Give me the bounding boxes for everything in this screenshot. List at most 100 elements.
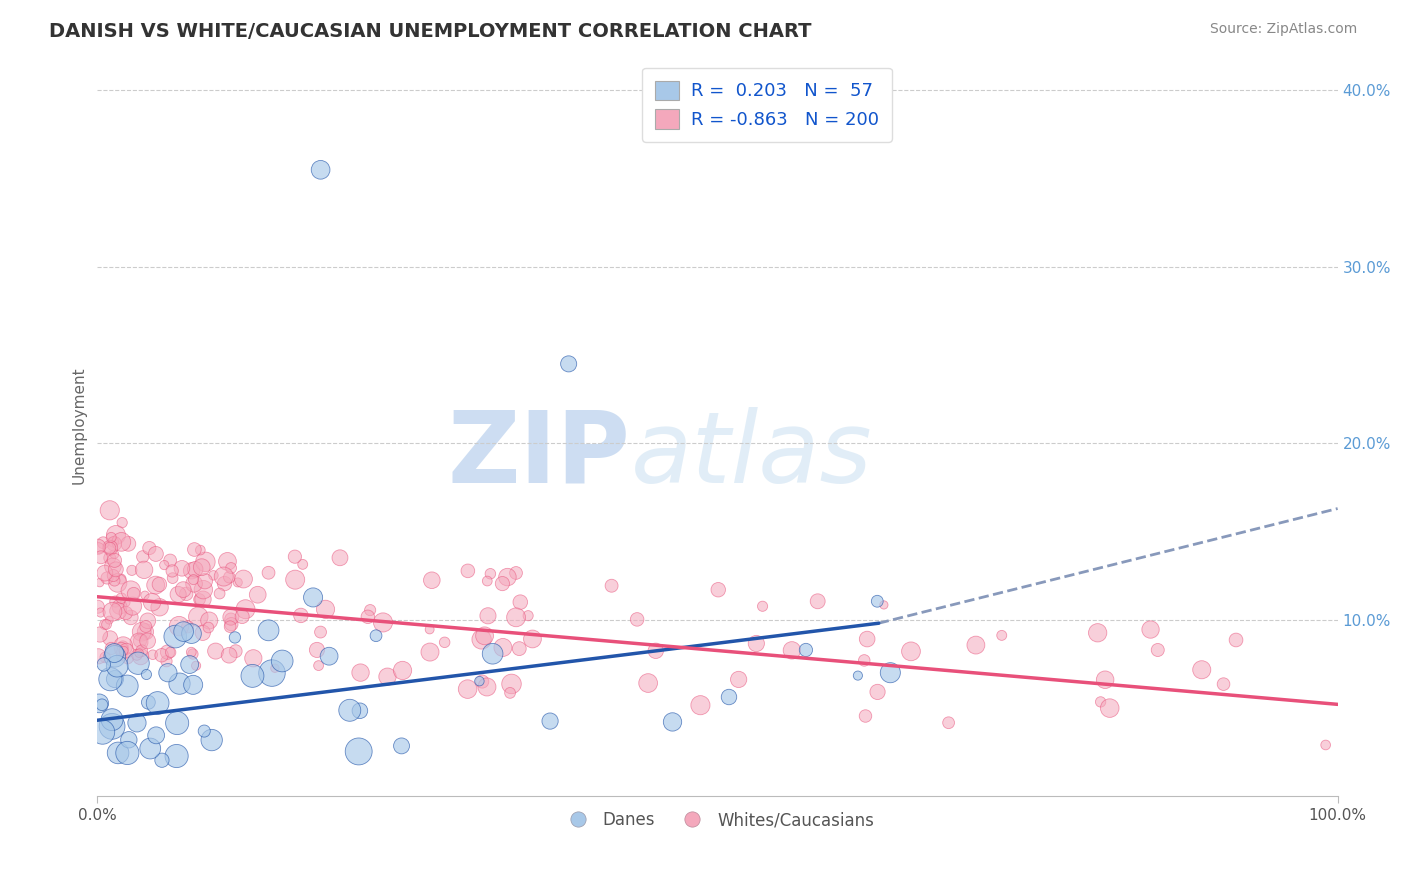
Point (201, 733, 224, 747)
Point (136, 614, 159, 628)
Point (153, 558, 176, 572)
Point (156, 665, 179, 680)
Point (107, 746, 129, 760)
Point (103, 535, 125, 549)
Point (727, 673, 749, 687)
Point (188, 543, 211, 558)
Point (717, 690, 740, 704)
Point (101, 719, 124, 733)
Point (98, 631, 121, 645)
Point (120, 610, 142, 624)
Point (125, 715, 148, 730)
Point (391, 664, 413, 678)
Point (103, 568, 125, 582)
Point (101, 559, 124, 574)
Point (159, 645, 181, 659)
Point (479, 566, 502, 581)
Point (121, 599, 143, 614)
Point (689, 698, 711, 713)
Point (112, 644, 135, 658)
Point (128, 635, 150, 649)
Point (197, 621, 219, 635)
Point (371, 615, 394, 630)
Point (879, 665, 901, 680)
Point (94, 566, 117, 580)
Point (807, 594, 830, 608)
Point (419, 645, 441, 659)
Point (138, 541, 160, 555)
Point (339, 703, 361, 717)
Point (183, 577, 205, 591)
Point (180, 564, 202, 578)
Legend: Danes, Whites/Caucasians: Danes, Whites/Caucasians (554, 805, 880, 836)
Point (492, 640, 515, 655)
Point (271, 654, 294, 668)
Point (107, 604, 129, 618)
Point (167, 619, 190, 633)
Point (508, 641, 530, 656)
Point (98, 541, 121, 555)
Point (134, 624, 156, 639)
Point (132, 549, 155, 564)
Point (873, 598, 896, 612)
Point (212, 569, 235, 583)
Point (364, 629, 387, 643)
Point (284, 549, 307, 564)
Point (103, 553, 125, 567)
Point (110, 534, 132, 549)
Point (846, 668, 869, 682)
Point (101, 713, 124, 727)
Point (377, 670, 399, 684)
Point (481, 647, 503, 661)
Point (183, 542, 205, 557)
Point (1315, 738, 1337, 752)
Point (104, 528, 127, 542)
Point (745, 636, 768, 650)
Point (139, 741, 162, 756)
Point (117, 746, 139, 760)
Point (226, 575, 249, 590)
Point (491, 576, 513, 591)
Point (219, 610, 242, 624)
Point (120, 583, 142, 598)
Point (87, 599, 110, 614)
Point (172, 582, 194, 597)
Point (496, 570, 519, 584)
Point (501, 677, 523, 691)
Point (167, 587, 190, 601)
Point (349, 665, 371, 680)
Point (224, 631, 246, 645)
Point (117, 651, 139, 665)
Point (419, 623, 441, 637)
Point (1139, 623, 1161, 637)
Point (103, 574, 125, 588)
Point (141, 595, 163, 609)
Point (391, 739, 413, 753)
Text: atlas: atlas (631, 407, 872, 504)
Point (110, 572, 132, 586)
Point (110, 648, 132, 663)
Point (96, 617, 118, 632)
Point (235, 602, 257, 616)
Point (318, 649, 340, 664)
Point (125, 648, 148, 662)
Text: Source: ZipAtlas.com: Source: ZipAtlas.com (1209, 22, 1357, 37)
Point (474, 629, 496, 643)
Y-axis label: Unemployment: Unemployment (72, 367, 86, 484)
Point (219, 620, 242, 634)
Point (103, 646, 125, 660)
Point (221, 617, 243, 632)
Point (600, 579, 623, 593)
Point (105, 659, 128, 673)
Point (1094, 673, 1116, 687)
Point (131, 643, 153, 657)
Point (217, 554, 239, 568)
Point (231, 609, 253, 624)
Point (142, 648, 165, 662)
Point (90, 550, 112, 565)
Point (107, 576, 129, 591)
Point (98, 541, 121, 555)
Point (257, 624, 280, 638)
Point (347, 744, 370, 758)
Point (475, 680, 498, 694)
